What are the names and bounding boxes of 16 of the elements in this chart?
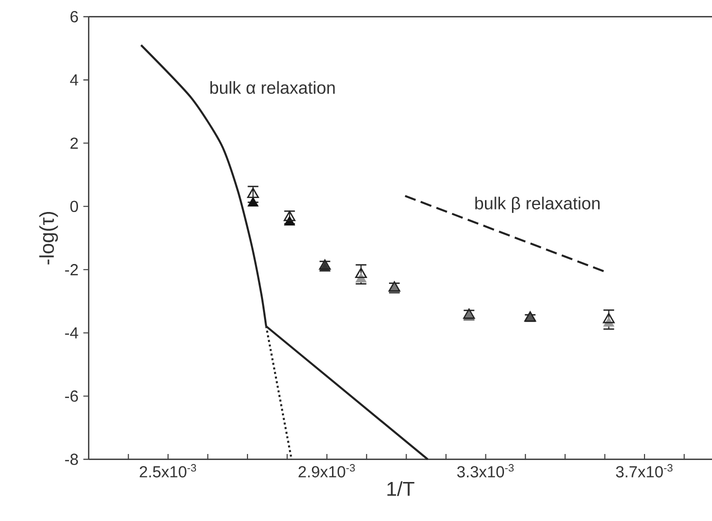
annotation: bulk α relaxation (210, 81, 335, 94)
y-tick-label: 6 (70, 10, 78, 22)
annotation: bulk β relaxation (475, 196, 600, 213)
x-tick-label: 3.3x10$^{-3}$ (457, 464, 514, 478)
y-tick-label: -4 (65, 327, 78, 338)
y-tick-label: 2 (70, 138, 78, 149)
y-tick-label: -2 (65, 264, 78, 276)
x-tick-label: 3.7x10$^{-3}$ (616, 464, 672, 478)
x-tick-label: 2.5x10$^{-3}$ (140, 464, 196, 478)
x-axis-title: 1/T (387, 481, 414, 496)
y-tick-label: -6 (65, 390, 78, 402)
y-tick-label: -8 (65, 454, 78, 465)
y-tick-label: 4 (70, 74, 78, 86)
x-tick-label: 2.9x10$^{-3}$ (298, 464, 355, 478)
y-axis-title: -log(τ) (39, 212, 58, 264)
y-tick-label: 0 (70, 200, 78, 212)
